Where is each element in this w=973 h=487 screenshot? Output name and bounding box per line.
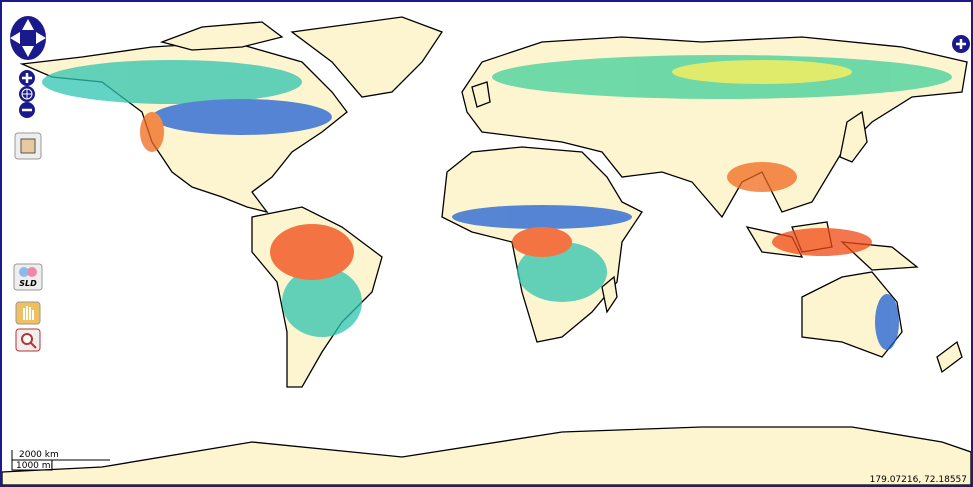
zoom-in-button[interactable] [19,70,35,86]
sahel-band [452,205,632,229]
pacific-nw [140,112,164,152]
sld-button[interactable]: SLD [13,263,43,291]
greenland [290,16,443,98]
pan-tool-button[interactable] [15,301,41,325]
boreal-band [42,60,302,104]
taiga-band [672,60,852,84]
japan [839,110,868,163]
britain [471,81,491,108]
scale-line: 2000 km 1000 mi [11,450,110,471]
pan-control[interactable] [10,16,46,60]
box-select-button[interactable] [14,132,42,160]
scale-km: 2000 km [19,450,59,460]
cerrado [282,267,362,337]
east-australia [875,294,899,350]
layer-switcher-button[interactable] [952,35,970,53]
antarctica [2,426,971,485]
zoom-out-button[interactable] [19,102,35,118]
amazon [270,224,354,280]
new-zealand [936,340,963,374]
arctic-islands [159,21,284,51]
temperate-band [152,99,332,135]
zoom-world-button[interactable] [19,86,35,102]
zoom-box-button[interactable] [15,328,41,352]
savanna [517,242,607,302]
sld-label: SLD [19,279,37,288]
madagascar [601,275,618,314]
congo [512,227,572,257]
vegetation-layer [42,55,952,350]
indonesia-forest [772,228,872,256]
se-asia [727,162,797,192]
scale-mi: 1000 mi [16,461,53,471]
mouse-position: 179.07216, 72.18557 [870,475,967,485]
